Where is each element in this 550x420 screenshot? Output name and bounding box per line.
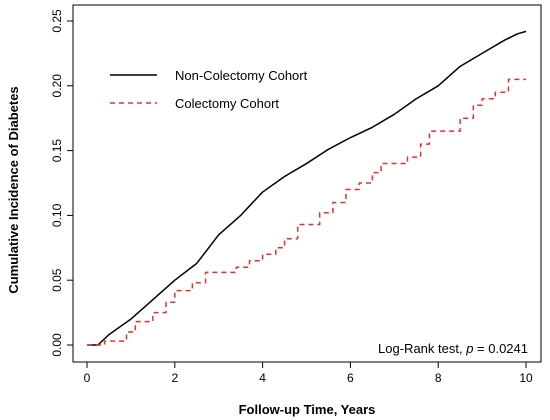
plot-area: 0 2 4 6 8 10 0.00 0.05 0.10 0.15 0.20 0.25 — [50, 4, 542, 385]
legend: Non-Colectomy Cohort Colectomy Cohort — [110, 68, 308, 111]
x-axis: 0 2 4 6 8 10 — [84, 361, 533, 385]
x-tick-label: 8 — [435, 371, 442, 385]
series-line-non-colectomy — [87, 30, 527, 346]
y-axis: 0.00 0.05 0.10 0.15 0.20 0.25 — [50, 9, 74, 357]
y-axis-title: Cumulative Incidence of Diabetes — [6, 86, 21, 293]
y-tick-label: 0.20 — [50, 74, 64, 98]
log-rank-annotation: Log-Rank test, p = 0.0241 — [378, 341, 528, 356]
y-tick-label: 0.10 — [50, 203, 64, 227]
annotation-prefix: Log-Rank test, — [378, 341, 466, 356]
y-tick-label: 0.15 — [50, 139, 64, 163]
series-line-colectomy — [87, 78, 526, 346]
x-tick-label: 4 — [259, 371, 266, 385]
y-tick-label: 0.05 — [50, 268, 64, 292]
y-tick-label: 0.00 — [50, 333, 64, 357]
x-tick-label: 2 — [171, 371, 178, 385]
x-tick-label: 10 — [519, 371, 533, 385]
annotation-p-symbol: p — [465, 341, 473, 356]
annotation-suffix: = 0.0241 — [473, 341, 528, 356]
legend-label-non-colectomy: Non-Colectomy Cohort — [175, 68, 308, 83]
x-tick-label: 0 — [84, 371, 91, 385]
x-axis-title: Follow-up Time, Years — [239, 402, 376, 417]
x-tick-label: 6 — [347, 371, 354, 385]
y-tick-label: 0.25 — [50, 9, 64, 33]
legend-label-colectomy: Colectomy Cohort — [175, 96, 279, 111]
